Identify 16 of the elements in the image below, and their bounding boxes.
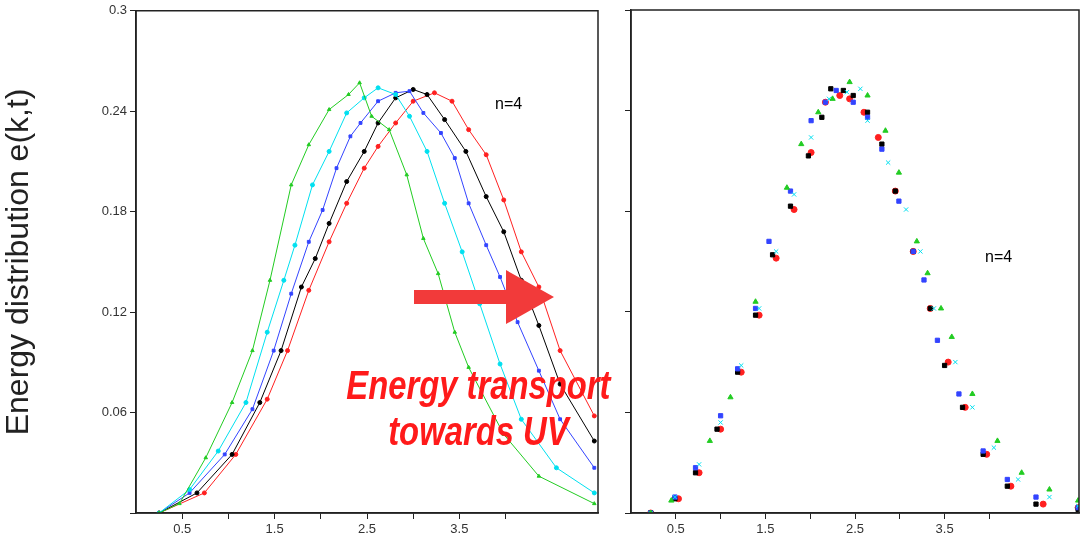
x-tick-label: 0.5 — [666, 521, 685, 537]
y-tick-label: 0.3 — [108, 2, 127, 18]
x-tick-label: 0.5 — [173, 521, 192, 537]
x-tick-label: 1.5 — [265, 521, 284, 537]
annotation: n=4 — [495, 95, 523, 113]
x-tick-label: 1.5 — [756, 521, 775, 537]
x-tick-label: 2.5 — [845, 521, 865, 537]
x-tick-label: 3.5 — [450, 521, 469, 537]
y-tick-label: 0.18 — [101, 203, 127, 219]
y-tick-label: 0.12 — [101, 303, 127, 319]
y-tick-label: 0.06 — [101, 404, 127, 420]
x-tick-label: 3.5 — [935, 521, 954, 537]
y-axis-title: Energy distribution e(k,t) — [0, 88, 36, 436]
annotation: n=4 — [985, 248, 1013, 266]
y-tick-label: 0.24 — [101, 102, 127, 118]
x-tick-label: 2.5 — [357, 521, 377, 537]
